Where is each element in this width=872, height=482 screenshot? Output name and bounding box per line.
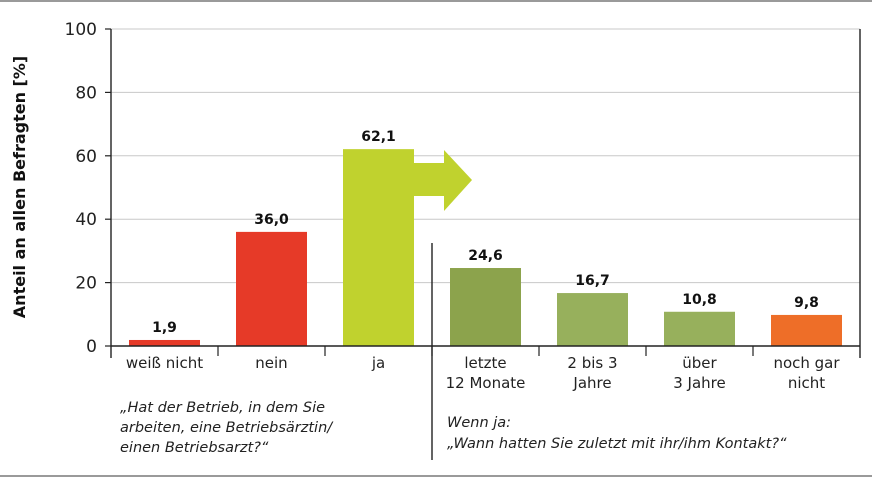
annotations: „Hat der Betrieb, in dem Sie arbeiten, ei… [120, 400, 787, 456]
arrow-icon [414, 150, 472, 211]
data-label: 9,8 [794, 295, 819, 311]
bar [236, 231, 307, 346]
y-axis-label: Anteil an allen Befragten [%] [10, 56, 29, 318]
x-tick-label: nein [255, 354, 287, 372]
x-tick-label: 3 Jahre [673, 374, 726, 392]
question-1-text: „Hat der Betrieb, in dem Sie [120, 400, 325, 416]
bar [771, 314, 842, 346]
question-2-text: Wenn ja: [447, 415, 511, 431]
x-tick-label: 2 bis 3 [567, 354, 617, 372]
x-tick-label: nicht [788, 374, 825, 392]
x-tick-label: noch gar [773, 354, 840, 372]
data-label: 62,1 [361, 129, 396, 145]
y-tick-label: 100 [65, 20, 97, 40]
axes: 0 20 40 60 80 100 weiß nicht nein ja letzte 12 Mon… [65, 20, 861, 460]
bar [450, 268, 521, 346]
x-tick-label: letzte [464, 354, 506, 372]
question-2-text: „Wann hatten Sie zuletzt mit ihr/ihm Kon… [447, 436, 787, 452]
data-label: 16,7 [575, 273, 610, 289]
data-label: 1,9 [152, 320, 177, 336]
data-label: 24,6 [468, 248, 503, 264]
gridlines [111, 28, 860, 284]
bar [343, 149, 414, 346]
y-tick-label: 40 [75, 210, 97, 230]
bar [557, 293, 628, 346]
data-label: 10,8 [682, 292, 717, 308]
y-tick-label: 20 [75, 274, 97, 294]
question-1-text: arbeiten, eine Betriebsärztin/ [120, 420, 334, 436]
data-label: 36,0 [254, 212, 289, 228]
x-tick-label: ja [371, 354, 385, 372]
y-tick-label: 0 [86, 337, 97, 357]
bars: 1,9 36,0 62,1 24,6 16,7 10,8 9,8 [129, 129, 842, 346]
y-tick-label: 80 [75, 83, 97, 103]
x-tick-label: Jahre [572, 374, 611, 392]
bar [129, 339, 200, 346]
question-1-text: einen Betriebsarzt?“ [120, 440, 269, 456]
y-tick-label: 60 [75, 147, 97, 167]
x-tick-label: 12 Monate [446, 374, 526, 392]
bar [664, 311, 735, 346]
x-tick-label: über [682, 354, 717, 372]
x-tick-label: weiß nicht [126, 354, 203, 372]
